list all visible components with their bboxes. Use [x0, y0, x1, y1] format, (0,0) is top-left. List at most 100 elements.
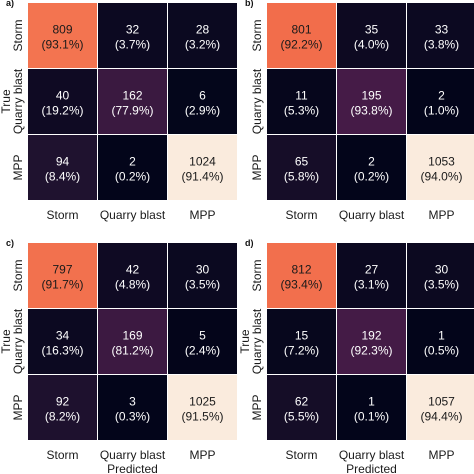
- cell-percent-label: (16.3%): [41, 344, 83, 358]
- cell-count-label: 5: [199, 329, 206, 343]
- heatmap-cell: [267, 309, 336, 374]
- cell-count-label: 35: [365, 23, 379, 37]
- cell-count-label: 6: [199, 89, 206, 103]
- y-tick-label: Quarry blast: [250, 308, 264, 374]
- heatmap-cell: [98, 309, 167, 374]
- cell-percent-label: (3.2%): [185, 38, 220, 52]
- cell-count-label: 2: [368, 155, 375, 169]
- cell-percent-label: (0.2%): [115, 170, 150, 184]
- panel-label: d): [245, 238, 254, 248]
- cell-count-label: 33: [435, 23, 449, 37]
- cell-percent-label: (3.5%): [185, 278, 220, 292]
- heatmap-panel-a: a) 809(93.1%) 32(3.7%) 28(3.2%) 40(19.2%) 162…: [0, 0, 237, 222]
- heatmap-cell: [407, 309, 474, 374]
- cell-percent-label: (2.4%): [185, 344, 220, 358]
- cell-count-label: 2: [438, 89, 445, 103]
- y-tick-label: Storm: [11, 259, 25, 291]
- cell-percent-label: (92.3%): [350, 344, 392, 358]
- cell-percent-label: (91.7%): [41, 278, 83, 292]
- cell-count-label: 62: [295, 395, 309, 409]
- x-tick-label: MPP: [189, 448, 215, 462]
- cell-percent-label: (3.8%): [424, 38, 459, 52]
- y-tick-label: Quarry blast: [11, 308, 25, 374]
- x-tick-label: Quarry blast: [339, 448, 405, 462]
- cell-count-label: 92: [56, 395, 70, 409]
- x-tick-label: Storm: [285, 448, 317, 462]
- heatmap-cell: [168, 309, 237, 374]
- heatmap-cell: [28, 375, 97, 440]
- cell-count-label: 1025: [189, 395, 216, 409]
- cell-percent-label: (77.9%): [111, 104, 153, 118]
- x-tick-label: MPP: [189, 208, 215, 222]
- cell-count-label: 30: [196, 263, 210, 277]
- heatmap-cell: [337, 135, 406, 200]
- heatmap-cell: [267, 375, 336, 440]
- cell-count-label: 812: [291, 263, 311, 277]
- cell-count-label: 797: [52, 263, 72, 277]
- cell-count-label: 801: [291, 23, 311, 37]
- x-axis-label: Predicted: [107, 462, 158, 474]
- y-tick-label: MPP: [250, 394, 264, 420]
- cell-percent-label: (94.0%): [420, 170, 462, 184]
- heatmap-cell: [98, 69, 167, 134]
- heatmap-cell: [407, 243, 474, 308]
- cell-percent-label: (4.0%): [354, 38, 389, 52]
- cell-percent-label: (5.8%): [284, 170, 319, 184]
- cell-percent-label: (8.4%): [45, 170, 80, 184]
- cell-percent-label: (3.7%): [115, 38, 150, 52]
- cell-count-label: 42: [126, 263, 140, 277]
- x-tick-label: Quarry blast: [339, 208, 405, 222]
- heatmap-cell: [407, 375, 474, 440]
- cell-count-label: 195: [361, 89, 381, 103]
- cell-percent-label: (7.2%): [284, 344, 319, 358]
- cell-percent-label: (93.4%): [280, 278, 322, 292]
- heatmap-cell: [267, 243, 336, 308]
- y-axis-label: True: [0, 89, 13, 114]
- heatmap-cell: [407, 3, 474, 68]
- heatmap-cell: [28, 309, 97, 374]
- cell-count-label: 15: [295, 329, 309, 343]
- y-tick-label: MPP: [250, 154, 264, 180]
- heatmap-cell: [337, 69, 406, 134]
- cell-count-label: 65: [295, 155, 309, 169]
- heatmap-cell: [337, 243, 406, 308]
- x-axis-label: Predicted: [346, 462, 397, 474]
- cell-count-label: 30: [435, 263, 449, 277]
- y-axis-label: True: [238, 329, 252, 354]
- cell-percent-label: (1.0%): [424, 104, 459, 118]
- cell-count-label: 809: [52, 23, 72, 37]
- cell-count-label: 27: [365, 263, 379, 277]
- heatmap-cell: [267, 69, 336, 134]
- cell-count-label: 1: [438, 329, 445, 343]
- cell-count-label: 1053: [428, 155, 455, 169]
- heatmap-panel-d: d)812(93.4%)27(3.1%)30(3.5%)15(7.2%)192(…: [238, 238, 474, 474]
- x-tick-label: Storm: [46, 448, 78, 462]
- heatmap-cell: [267, 3, 336, 68]
- heatmap-cell: [168, 3, 237, 68]
- cell-count-label: 192: [361, 329, 381, 343]
- cell-percent-label: (93.1%): [41, 38, 83, 52]
- y-tick-label: Storm: [250, 259, 264, 291]
- y-tick-label: Storm: [250, 19, 264, 51]
- x-tick-label: Storm: [285, 208, 317, 222]
- heatmap-cell: [28, 243, 97, 308]
- heatmap-cell: [98, 243, 167, 308]
- cell-count-label: 1057: [428, 395, 455, 409]
- cell-count-label: 94: [56, 155, 70, 169]
- cell-percent-label: (19.2%): [41, 104, 83, 118]
- cell-count-label: 162: [122, 89, 142, 103]
- cell-count-label: 3: [129, 395, 136, 409]
- heatmap-cell: [98, 135, 167, 200]
- heatmap-cell: [168, 375, 237, 440]
- cell-percent-label: (91.4%): [181, 170, 223, 184]
- cell-count-label: 11: [295, 89, 308, 103]
- cell-percent-label: (0.2%): [354, 170, 389, 184]
- cell-percent-label: (2.9%): [185, 104, 220, 118]
- heatmap-panel-c: c) 797(91.7%) 42(4.8%) 30(3.5%) 34(16.3%) 169…: [0, 238, 237, 474]
- heatmap-cell: [407, 135, 474, 200]
- cell-percent-label: (0.5%): [424, 344, 459, 358]
- heatmap-panel-b: b)801(92.2%)35(4.0%)33(3.8%)11(5.3%)195(…: [245, 0, 474, 222]
- y-axis-label: True: [0, 329, 13, 354]
- cell-percent-label: (92.2%): [280, 38, 322, 52]
